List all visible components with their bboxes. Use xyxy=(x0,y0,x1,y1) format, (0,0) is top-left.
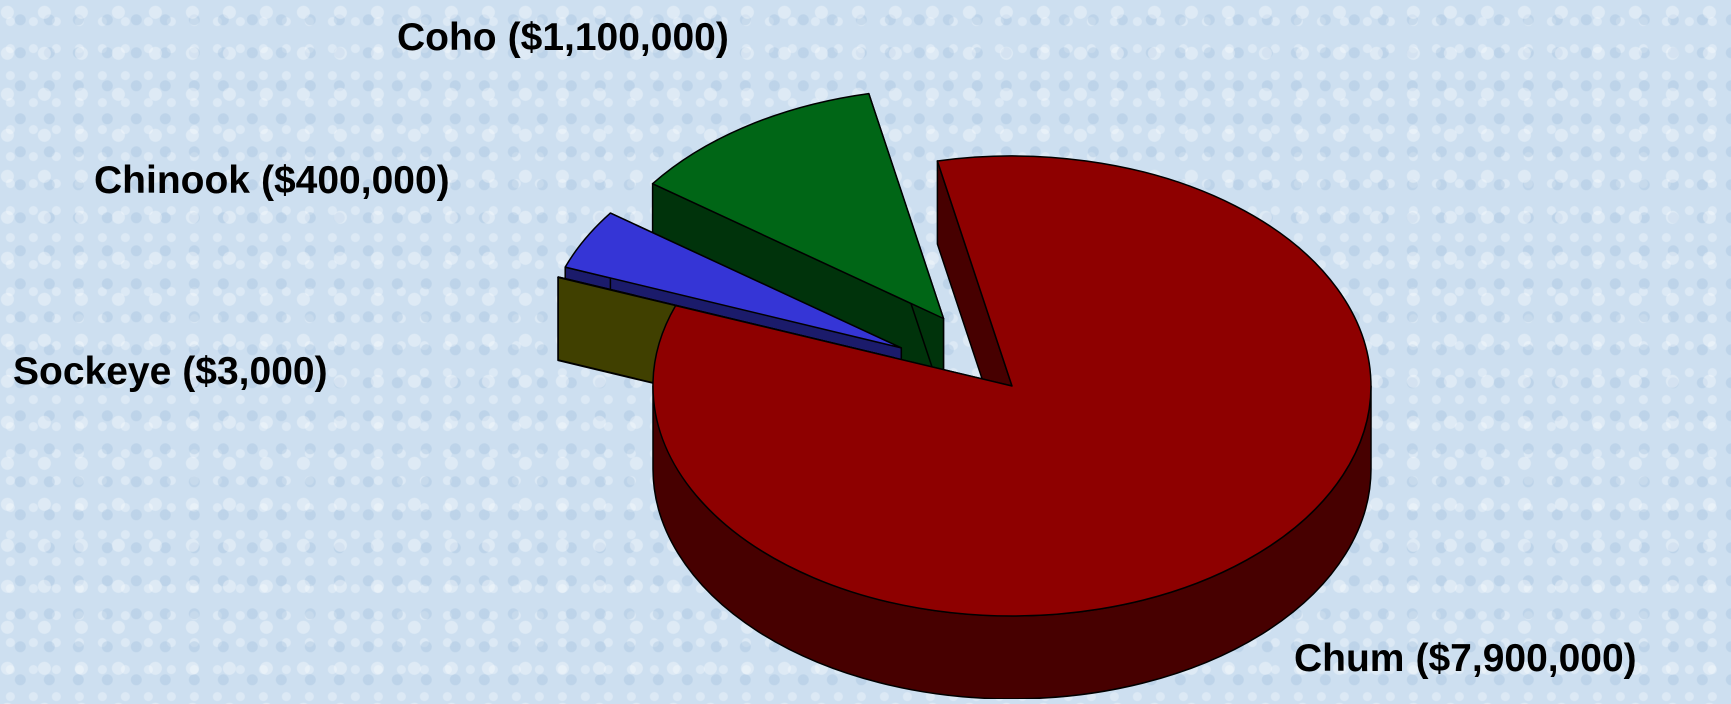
data-label: Coho ($1,100,000) xyxy=(397,16,729,59)
data-label: Chum ($7,900,000) xyxy=(1294,637,1637,680)
label-value: ($3,000) xyxy=(182,350,327,393)
data-label: Chinook ($400,000) xyxy=(94,159,450,202)
label-name: Chinook xyxy=(94,159,250,202)
label-name: Sockeye xyxy=(13,350,171,393)
slice-top xyxy=(652,155,1372,617)
label-name: Chum xyxy=(1294,637,1405,680)
pie-slice xyxy=(652,155,1372,700)
label-value: ($7,900,000) xyxy=(1416,637,1637,680)
data-label: Sockeye ($3,000) xyxy=(13,350,328,393)
slice-top xyxy=(564,212,903,349)
label-name: Coho xyxy=(397,16,497,59)
slice-top xyxy=(651,92,945,320)
label-value: ($1,100,000) xyxy=(508,16,729,59)
label-value: ($400,000) xyxy=(261,159,450,202)
